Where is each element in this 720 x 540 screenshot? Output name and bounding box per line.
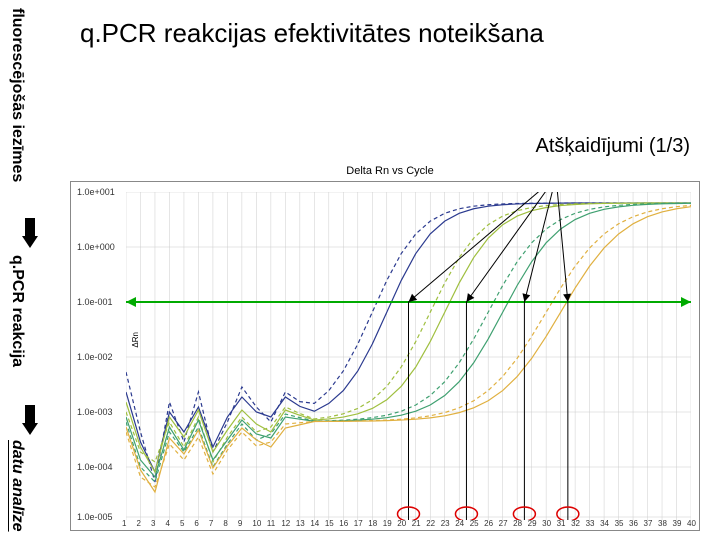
xtick: 6 — [194, 519, 198, 528]
xtick: 5 — [180, 519, 184, 528]
xtick: 12 — [281, 519, 290, 528]
xtick: 15 — [325, 519, 334, 528]
xtick: 38 — [658, 519, 667, 528]
ytick: 1.0e-001 — [77, 297, 113, 307]
xtick: 31 — [557, 519, 566, 528]
ytick: 1.0e+000 — [77, 242, 115, 252]
xtick: 14 — [310, 519, 319, 528]
xtick: 17 — [354, 519, 363, 528]
ytick: 1.0e+001 — [77, 187, 115, 197]
ytick: 1.0e-005 — [77, 512, 113, 522]
xtick: 21 — [412, 519, 421, 528]
xtick: 13 — [296, 519, 305, 528]
ytick: 1.0e-003 — [77, 407, 113, 417]
xtick: 3 — [151, 519, 155, 528]
xtick: 33 — [586, 519, 595, 528]
plot-area: 1.0e+001 1.0e+000 1.0e-001 1.0e-002 1.0e-003… — [70, 181, 700, 531]
xtick: 32 — [571, 519, 580, 528]
xtick: 40 — [687, 519, 696, 528]
xtick: 19 — [383, 519, 392, 528]
xtick: 16 — [339, 519, 348, 528]
xtick: 27 — [499, 519, 508, 528]
arrow-icon — [22, 218, 38, 248]
chart: Delta Rn vs Cycle 1.0e+001 1.0e+000 1.0e-0… — [70, 165, 710, 535]
page-title: q.PCR reakcijas efektivitātes noteikšana — [80, 18, 544, 49]
xtick: 24 — [455, 519, 464, 528]
xtick: 36 — [629, 519, 638, 528]
xtick: 25 — [470, 519, 479, 528]
ytick: 1.0e-002 — [77, 352, 113, 362]
xtick: 9 — [238, 519, 242, 528]
sidebar: fluorescējošās iezīmes q.PCR reakcija da… — [0, 0, 60, 540]
chart-svg — [126, 192, 691, 520]
xtick: 18 — [368, 519, 377, 528]
xtick: 20 — [397, 519, 406, 528]
xtick: 2 — [136, 519, 140, 528]
side-label-2: q.PCR reakcija — [8, 255, 26, 367]
xtick: 22 — [426, 519, 435, 528]
xtick: 1 — [122, 519, 126, 528]
xtick: 37 — [644, 519, 653, 528]
xtick: 10 — [252, 519, 261, 528]
xtick: 7 — [209, 519, 213, 528]
ytick: 1.0e-004 — [77, 462, 113, 472]
xtick: 28 — [513, 519, 522, 528]
xtick: 4 — [165, 519, 169, 528]
xtick: 34 — [600, 519, 609, 528]
xtick: 26 — [484, 519, 493, 528]
side-label-3: datu analīze — [8, 440, 26, 532]
chart-title: Delta Rn vs Cycle — [70, 165, 710, 177]
xtick: 8 — [223, 519, 227, 528]
arrow-icon — [22, 405, 38, 435]
xtick: 30 — [542, 519, 551, 528]
xtick: 39 — [673, 519, 682, 528]
xtick: 35 — [615, 519, 624, 528]
xtick: 29 — [528, 519, 537, 528]
xtick: 23 — [441, 519, 450, 528]
xtick: 11 — [267, 519, 275, 528]
subtitle: Atšķaidījumi (1/3) — [536, 135, 691, 158]
side-label-1: fluorescējošās iezīmes — [8, 8, 26, 182]
